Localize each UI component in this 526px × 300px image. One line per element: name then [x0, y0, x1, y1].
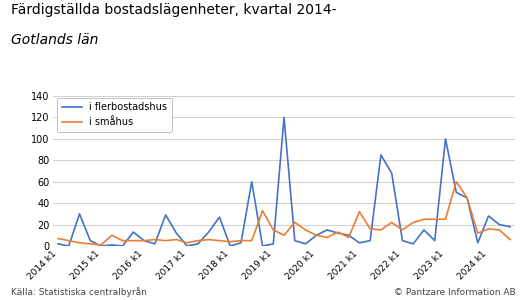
i flerbostadshus [389, 171, 395, 175]
Text: Färdigställda bostadslägenheter, kvartal 2014-: Färdigställda bostadslägenheter, kvartal… [11, 3, 336, 17]
i flerbostadshus [485, 214, 492, 218]
i flerbostadshus [346, 233, 352, 237]
i flerbostadshus [474, 241, 481, 244]
i flerbostadshus [206, 230, 212, 234]
i småhus [184, 241, 190, 244]
i flerbostadshus [421, 228, 427, 232]
i flerbostadshus [259, 244, 266, 248]
Text: Gotlands län: Gotlands län [11, 33, 98, 47]
i småhus [130, 239, 136, 242]
i småhus [442, 218, 449, 221]
i flerbostadshus [378, 153, 384, 157]
i flerbostadshus [496, 223, 502, 226]
i småhus [206, 238, 212, 242]
i flerbostadshus [184, 244, 190, 248]
i småhus [109, 233, 115, 237]
i flerbostadshus [442, 137, 449, 141]
i småhus [270, 228, 277, 232]
i småhus [163, 239, 169, 242]
i flerbostadshus [270, 242, 277, 246]
i småhus [281, 233, 287, 237]
i småhus [410, 220, 417, 224]
i småhus [195, 239, 201, 242]
i småhus [55, 237, 61, 240]
i flerbostadshus [507, 225, 513, 229]
i flerbostadshus [356, 241, 362, 244]
i flerbostadshus [98, 244, 104, 248]
i småhus [76, 241, 83, 244]
i småhus [141, 239, 147, 242]
i småhus [249, 239, 255, 242]
i småhus [291, 220, 298, 224]
i småhus [421, 218, 427, 221]
i flerbostadshus [227, 244, 234, 248]
i småhus [453, 180, 459, 184]
i småhus [496, 228, 502, 232]
i flerbostadshus [141, 239, 147, 242]
i flerbostadshus [55, 242, 61, 246]
Text: © Pantzare Information AB: © Pantzare Information AB [394, 288, 515, 297]
i småhus [389, 220, 395, 224]
i flerbostadshus [163, 213, 169, 217]
i flerbostadshus [173, 231, 179, 235]
i flerbostadshus [87, 239, 94, 242]
i småhus [432, 218, 438, 221]
i flerbostadshus [335, 231, 341, 235]
i flerbostadshus [216, 215, 222, 219]
i småhus [324, 236, 330, 239]
i flerbostadshus [66, 244, 72, 248]
i flerbostadshus [119, 244, 126, 248]
i småhus [151, 238, 158, 242]
i småhus [346, 236, 352, 239]
i flerbostadshus [109, 243, 115, 247]
i flerbostadshus [130, 230, 136, 234]
i småhus [313, 233, 319, 237]
i småhus [507, 238, 513, 242]
i flerbostadshus [195, 242, 201, 246]
i flerbostadshus [464, 196, 470, 200]
i småhus [356, 210, 362, 214]
i småhus [216, 239, 222, 242]
i småhus [485, 227, 492, 231]
i småhus [378, 228, 384, 232]
i flerbostadshus [399, 239, 406, 242]
i småhus [66, 239, 72, 242]
i flerbostadshus [302, 242, 309, 246]
i småhus [119, 239, 126, 242]
i flerbostadshus [249, 180, 255, 184]
i småhus [335, 230, 341, 234]
i flerbostadshus [367, 239, 373, 242]
i flerbostadshus [410, 242, 417, 246]
Line: i småhus: i småhus [58, 182, 510, 245]
i flerbostadshus [313, 233, 319, 237]
i flerbostadshus [291, 239, 298, 242]
i småhus [464, 196, 470, 200]
i småhus [98, 243, 104, 247]
i flerbostadshus [238, 241, 244, 244]
i småhus [367, 227, 373, 231]
i flerbostadshus [281, 116, 287, 119]
i flerbostadshus [432, 239, 438, 242]
i flerbostadshus [453, 190, 459, 194]
i småhus [238, 239, 244, 242]
Line: i flerbostadshus: i flerbostadshus [58, 117, 510, 246]
i småhus [87, 242, 94, 246]
i småhus [399, 228, 406, 232]
i flerbostadshus [151, 242, 158, 246]
i småhus [173, 238, 179, 242]
i småhus [474, 231, 481, 235]
i småhus [302, 228, 309, 232]
i flerbostadshus [76, 212, 83, 216]
i flerbostadshus [324, 228, 330, 232]
i småhus [259, 209, 266, 212]
Legend: i flerbostadshus, i småhus: i flerbostadshus, i småhus [57, 98, 172, 132]
i småhus [227, 240, 234, 244]
Text: Källa: Statistiska centralbyrån: Källa: Statistiska centralbyrån [11, 287, 146, 297]
